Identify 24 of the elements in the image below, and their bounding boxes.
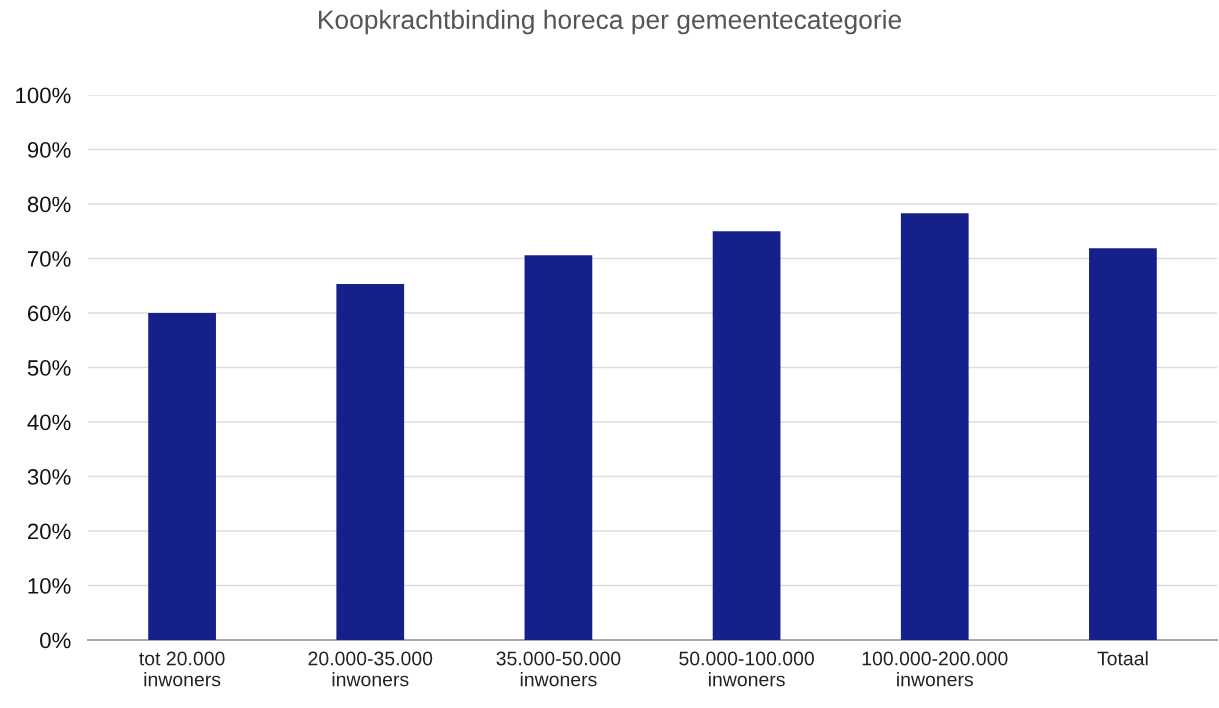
chart-title: Koopkrachtbinding horeca per gemeentecategorie [319,9,902,35]
x-tick-label: 50.000-100.000 inwoners [679,651,814,687]
y-tick-label: 40% [27,414,71,431]
y-tick-label: 100% [16,87,71,104]
y-tick-label: 10% [28,578,71,594]
x-tick-label: tot 20.000 inwoners [139,651,225,687]
bar [524,255,593,640]
y-tick-label: 0% [40,632,71,649]
y-tick-label: 90% [27,142,71,158]
bar [712,231,781,640]
y-tick-label: 80% [27,196,71,213]
x-tick-label: Totaal [1097,651,1148,666]
x-tick-label: 20.000-35.000 inwoners [308,651,433,687]
x-tick-label: 35.000-50.000 inwoners [496,651,621,687]
bar [148,313,216,640]
y-tick-label: 50% [27,360,71,376]
y-tick-label: 70% [28,251,71,267]
bar [336,284,405,640]
bar [1089,248,1157,640]
y-tick-label: 30% [27,469,71,485]
y-tick-label: 20% [27,523,71,540]
y-tick-label: 60% [27,305,71,322]
bar [900,213,969,640]
x-tick-label: 100.000-200.000 inwoners [862,651,1008,687]
